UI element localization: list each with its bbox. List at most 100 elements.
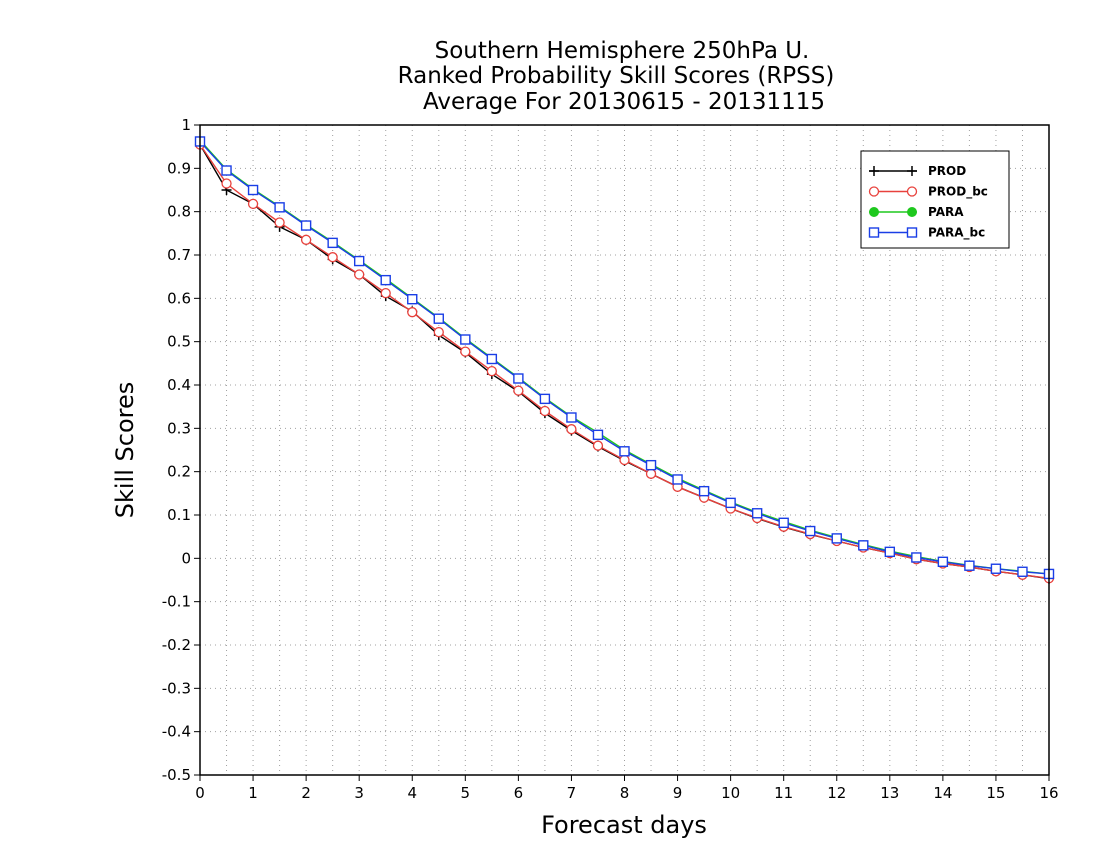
data-point-para-bc — [858, 540, 869, 551]
x-tick-label: 16 — [1039, 784, 1058, 802]
data-point-para-bc — [221, 165, 232, 176]
y-tick-label: -0.3 — [162, 679, 191, 697]
y-tick-label: -0.2 — [162, 636, 191, 654]
legend: PROD PROD_bc PARA PARA_bc — [860, 150, 1010, 249]
data-point-prod-bc — [300, 234, 312, 245]
data-point-para-bc — [513, 373, 524, 384]
y-tick-label: -0.5 — [162, 766, 191, 784]
series-layer — [194, 136, 1055, 584]
data-point-para-bc — [300, 220, 312, 231]
data-point-para-bc — [327, 237, 338, 249]
x-tick-label: 2 — [301, 784, 311, 802]
data-point-para-bc — [539, 393, 551, 405]
legend-marker — [906, 227, 918, 238]
x-tick-label: 4 — [407, 784, 417, 802]
legend-marker — [869, 207, 879, 217]
series-para-bc — [194, 136, 1055, 580]
legend-marker — [906, 186, 918, 197]
legend-label: PROD_bc — [928, 185, 988, 200]
data-point-para-bc — [911, 552, 922, 563]
x-tick-label: 13 — [880, 784, 899, 802]
x-tick-label: 14 — [933, 784, 952, 802]
y-tick-label: 0.6 — [167, 289, 191, 307]
data-point-prod-bc — [247, 198, 259, 210]
data-point-prod-bc — [619, 454, 630, 466]
data-point-prod-bc — [486, 365, 497, 377]
data-point-para-bc — [433, 313, 444, 324]
data-point-para-bc — [751, 508, 763, 519]
legend-label: PROD — [928, 164, 966, 178]
data-point-para-bc — [805, 525, 816, 537]
data-point-para-bc — [380, 274, 391, 286]
data-point-para-bc — [592, 429, 604, 441]
y-tick-label: 0.8 — [167, 203, 191, 221]
legend-marker — [907, 207, 917, 217]
y-tick-label: 0.3 — [167, 419, 191, 437]
y-tick-label: 0 — [181, 549, 191, 567]
x-axis-title: Forecast days — [541, 811, 707, 839]
x-tick-label: 9 — [673, 784, 683, 802]
data-point-para-bc — [619, 446, 630, 457]
chart-title-line-3: Average For 20130615 - 20131115 — [423, 89, 825, 115]
data-point-prod-bc — [380, 287, 391, 299]
data-point-prod-bc — [354, 269, 365, 280]
data-point-para-bc — [698, 485, 710, 497]
y-tick-label: 0.9 — [167, 159, 191, 177]
y-tick-label: 0.4 — [167, 376, 191, 394]
data-point-prod-bc — [460, 346, 471, 357]
x-tick-label: 10 — [721, 784, 740, 802]
y-tick-label: 0.5 — [167, 333, 191, 351]
data-point-para-bc — [990, 563, 1002, 574]
y-tick-label: 0.2 — [167, 463, 191, 481]
data-point-prod-bc — [592, 440, 604, 451]
data-point-prod-bc — [433, 326, 444, 338]
legend-item-para: PARA — [869, 205, 964, 219]
x-tick-label: 6 — [514, 784, 524, 802]
data-point-para-bc — [274, 202, 285, 213]
data-point-prod-bc — [645, 468, 657, 479]
data-point-para-bc — [407, 294, 418, 305]
data-point-para-bc — [725, 497, 736, 509]
chart-title-line-1: Southern Hemisphere 250hPa U. — [435, 38, 810, 64]
legend-marker — [868, 186, 880, 197]
data-point-para-bc — [1017, 566, 1028, 577]
legend-item-prod: PROD — [869, 164, 966, 178]
legend-marker — [869, 166, 879, 176]
data-point-prod-bc — [327, 252, 338, 263]
data-point-para-bc — [460, 334, 471, 345]
data-point-para-bc — [672, 474, 683, 485]
legend-item-para-bc: PARA_bc — [868, 226, 985, 241]
data-point-para-bc — [645, 459, 657, 471]
y-tick-label: 0.1 — [167, 506, 191, 524]
x-tick-label: 5 — [461, 784, 471, 802]
y-tick-label: 1 — [181, 116, 191, 134]
data-point-para-bc — [884, 546, 896, 558]
y-axis-title: Skill Scores — [111, 382, 139, 519]
x-tick-label: 7 — [567, 784, 577, 802]
data-point-para-bc — [247, 184, 259, 196]
chart-title-line-2: Ranked Probability Skill Scores (RPSS) — [398, 63, 835, 89]
data-point-para-bc — [486, 353, 498, 365]
x-tick-label: 0 — [195, 784, 205, 802]
legend-marker — [868, 227, 880, 238]
y-tick-label: -0.4 — [162, 723, 191, 741]
data-point-prod-bc — [539, 405, 551, 417]
data-point-para-bc — [353, 255, 365, 267]
legend-item-prod-bc: PROD_bc — [868, 185, 988, 200]
x-tick-label: 3 — [354, 784, 364, 802]
data-point-para-bc — [778, 517, 789, 528]
x-tick-label: 12 — [827, 784, 846, 802]
data-point-para-bc — [937, 556, 949, 567]
x-tick-label: 8 — [620, 784, 630, 802]
data-point-prod-bc — [566, 424, 577, 435]
data-point-prod-bc — [407, 307, 418, 318]
data-point-para-bc — [831, 533, 842, 544]
data-point-para-bc — [964, 560, 975, 571]
data-point-prod-bc — [513, 385, 524, 396]
data-point-prod-bc — [221, 178, 232, 189]
x-tick-label: 1 — [248, 784, 258, 802]
data-point-prod-bc — [274, 217, 285, 228]
legend-label: PARA — [928, 205, 964, 219]
y-tick-label: -0.1 — [162, 593, 191, 611]
legend-label: PARA_bc — [928, 226, 985, 241]
